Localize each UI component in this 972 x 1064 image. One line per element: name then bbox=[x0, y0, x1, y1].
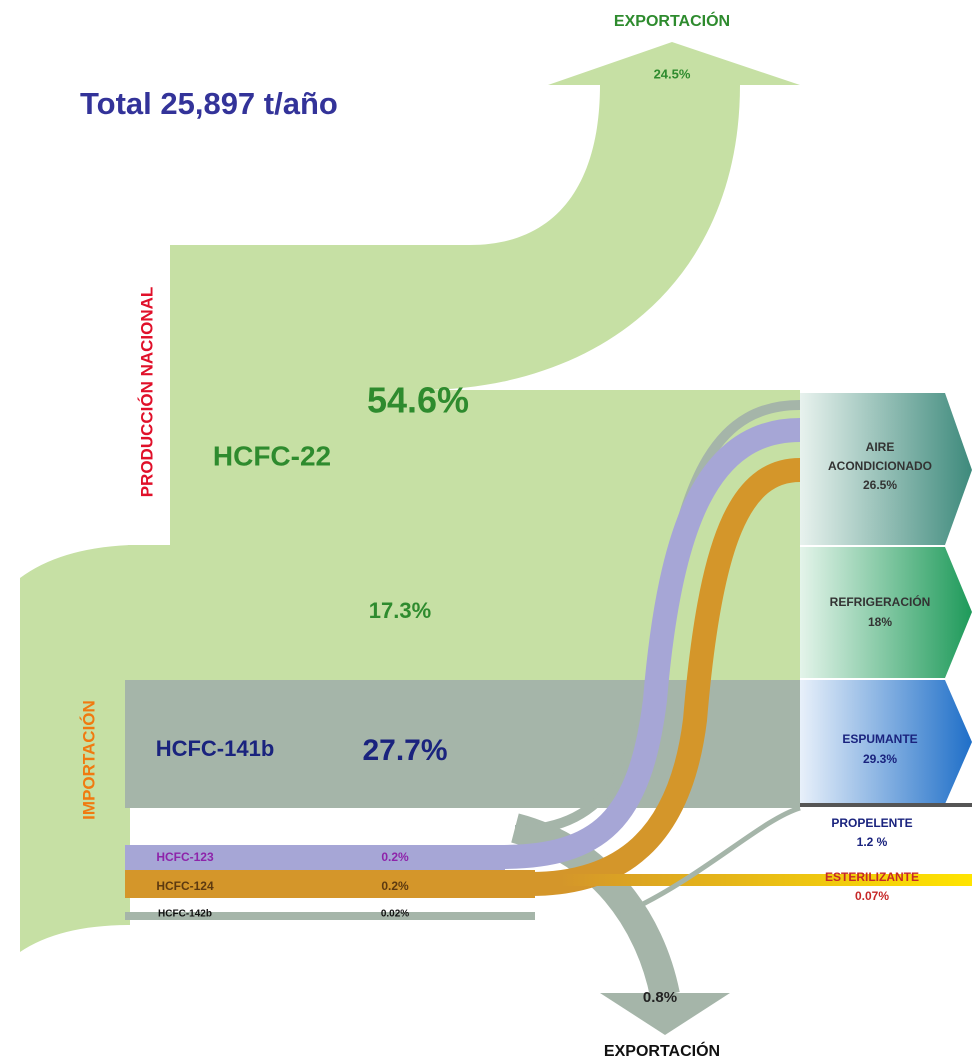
use-label: ACONDICIONADO bbox=[828, 459, 932, 473]
use-share: 0.07% bbox=[855, 889, 889, 903]
substance: HCFC-141b bbox=[156, 736, 275, 761]
substance: HCFC-142b bbox=[158, 909, 212, 920]
propellant-bar bbox=[800, 803, 972, 807]
export-share: 24.5% bbox=[654, 66, 691, 81]
share: 0.02% bbox=[381, 909, 409, 920]
use-label: REFRIGERACIÓN bbox=[830, 594, 931, 609]
source-label: IMPORTACIÓN bbox=[79, 700, 98, 820]
substance: HCFC-22 bbox=[213, 440, 331, 471]
use-label: AIRE bbox=[866, 440, 895, 454]
export-label: EXPORTACIÓN bbox=[604, 1041, 720, 1060]
use-share: 29.3% bbox=[863, 752, 897, 766]
diagram: Total 25,897 t/año EXPORTACIÓN 24.5% 0.8… bbox=[0, 0, 972, 1064]
share: 0.2% bbox=[381, 879, 409, 893]
import-bulge bbox=[20, 545, 130, 952]
share: 17.3% bbox=[369, 598, 431, 623]
use-box bbox=[800, 547, 972, 678]
export-share: 0.8% bbox=[643, 989, 677, 1006]
title: Total 25,897 t/año bbox=[80, 86, 338, 121]
use-share: 18% bbox=[868, 615, 892, 629]
export-label: EXPORTACIÓN bbox=[614, 11, 730, 30]
source-label: PRODUCCIÓN NACIONAL bbox=[137, 287, 156, 498]
use-share: 26.5% bbox=[863, 478, 897, 492]
share: 27.7% bbox=[362, 734, 447, 767]
use-label: PROPELENTE bbox=[831, 816, 912, 830]
use-label: ESPUMANTE bbox=[842, 732, 917, 746]
share: 54.6% bbox=[367, 380, 469, 421]
use-label: ESTERILIZANTE bbox=[825, 870, 919, 884]
share: 0.2% bbox=[381, 850, 409, 864]
substance: HCFC-123 bbox=[156, 850, 214, 864]
substance: HCFC-124 bbox=[156, 879, 214, 893]
use-share: 1.2 % bbox=[857, 835, 888, 849]
